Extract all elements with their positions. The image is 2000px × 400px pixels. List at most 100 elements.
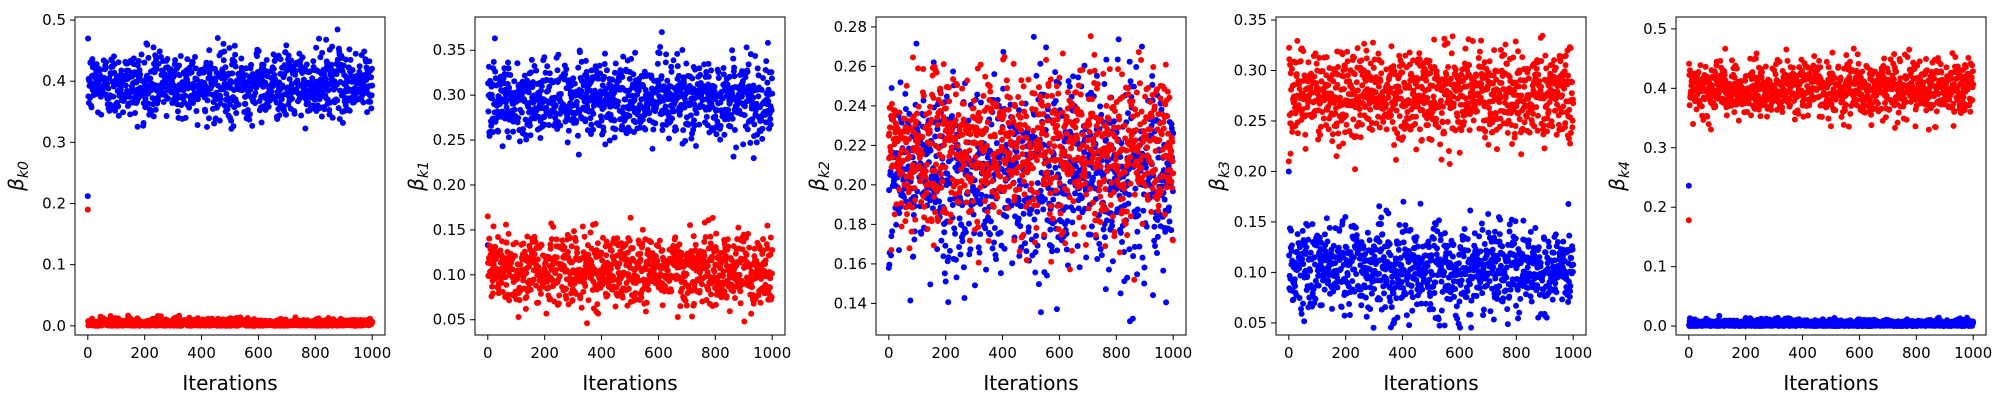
- data-point-s0: [680, 127, 687, 134]
- data-point-s0: [642, 126, 649, 133]
- data-point-s1: [655, 243, 662, 250]
- data-point-s0: [612, 60, 619, 67]
- data-point-s0: [747, 139, 754, 146]
- data-point-s1: [698, 281, 705, 288]
- data-point-s0: [730, 153, 737, 160]
- data-point-s1: [764, 222, 771, 229]
- data-point-s0: [1015, 215, 1022, 222]
- data-point-s1: [598, 249, 605, 256]
- data-point-s0: [228, 79, 235, 86]
- data-point-s0: [689, 75, 696, 82]
- data-point-s0: [1105, 266, 1112, 273]
- data-point-s1: [626, 237, 633, 244]
- data-point-s1: [588, 245, 595, 252]
- data-point-s0: [1072, 190, 1079, 197]
- data-point-s0: [586, 87, 593, 94]
- data-point-s0: [192, 53, 199, 60]
- data-point-s0: [588, 121, 595, 128]
- data-point-s0: [122, 82, 129, 89]
- data-point-s0: [910, 212, 917, 219]
- data-point-s1: [767, 275, 774, 282]
- data-point-s0: [656, 93, 663, 100]
- data-point-s1: [607, 266, 614, 273]
- data-point-s0: [628, 55, 635, 62]
- data-point-s0: [603, 67, 610, 74]
- data-point-s0: [1005, 197, 1012, 204]
- data-point-s0: [555, 51, 562, 58]
- data-point-s0: [352, 50, 359, 57]
- data-point-s1: [672, 234, 679, 241]
- data-point-s0: [153, 54, 160, 61]
- data-point-s0: [319, 49, 326, 56]
- data-point-s0: [489, 95, 496, 102]
- data-point-s0: [1037, 309, 1044, 316]
- data-point-s1: [629, 245, 636, 252]
- data-point-s0: [186, 104, 193, 111]
- data-point-s0: [232, 63, 239, 70]
- data-point-s0: [1132, 185, 1139, 192]
- data-point-s0: [749, 116, 756, 123]
- data-point-s0: [503, 97, 510, 104]
- data-point-s0: [1111, 118, 1118, 125]
- data-point-s0: [246, 111, 253, 118]
- data-point-s0: [750, 155, 757, 162]
- chart-panel-2: 0 200 400 600 800 10000.140.160.180.200.220.2…: [805, 16, 1192, 395]
- data-point-s0: [1109, 222, 1116, 229]
- data-point-s1: [704, 269, 711, 276]
- data-point-s0: [1069, 219, 1076, 226]
- data-point-s0: [323, 36, 330, 43]
- data-point-s0: [976, 249, 983, 256]
- data-point-s0: [652, 120, 659, 127]
- data-point-s0: [658, 29, 665, 36]
- data-point-s1: [767, 234, 774, 241]
- data-point-s0: [150, 113, 157, 120]
- data-point-s0: [762, 119, 769, 126]
- x-axis-label: Iterations: [582, 371, 677, 395]
- data-point-s0: [953, 274, 960, 281]
- data-point-s0: [1043, 272, 1050, 279]
- data-point-s1: [757, 299, 764, 306]
- data-point-s1: [568, 243, 575, 250]
- data-point-s1: [532, 239, 539, 246]
- data-point-s1: [515, 314, 522, 321]
- data-point-s0: [89, 56, 96, 63]
- data-point-s0: [754, 65, 761, 72]
- data-point-s1: [718, 260, 725, 267]
- data-point-s0: [673, 126, 680, 133]
- data-point-s0: [252, 89, 259, 96]
- data-point-s0: [961, 294, 968, 301]
- data-point-s0: [662, 59, 669, 66]
- data-point-s0: [888, 233, 895, 240]
- data-point-s0: [595, 75, 602, 82]
- data-point-s0: [991, 239, 998, 246]
- data-point-s0: [679, 46, 686, 53]
- data-point-s0: [1140, 207, 1147, 214]
- data-point-s0: [632, 119, 639, 126]
- data-point-s1: [720, 268, 727, 275]
- data-point-s0: [230, 123, 237, 130]
- data-point-s0: [516, 138, 523, 145]
- data-point-s0: [654, 60, 661, 67]
- data-point-s1: [490, 223, 497, 230]
- data-point-s1: [523, 270, 530, 277]
- data-point-s0: [630, 129, 637, 136]
- data-point-s0: [997, 270, 1004, 277]
- data-point-s0: [163, 112, 170, 119]
- data-point-s0: [944, 170, 951, 177]
- data-point-s1: [701, 238, 708, 245]
- data-point-s1: [748, 268, 755, 275]
- data-point-s0: [262, 79, 269, 86]
- data-point-s0: [741, 112, 748, 119]
- data-point-s0: [1094, 255, 1101, 262]
- data-point-s0: [949, 202, 956, 208]
- data-point-s0: [206, 47, 213, 54]
- data-point-s0: [907, 297, 914, 304]
- chart-panel-1: 0 200 400 600 800 10000.050.100.150.200.250.3…: [404, 16, 791, 395]
- data-point-s0: [956, 243, 963, 250]
- data-point-s0: [657, 43, 664, 50]
- data-point-s0: [155, 97, 162, 104]
- data-point-s0: [1032, 249, 1039, 256]
- data-point-s1: [587, 229, 594, 236]
- data-point-s0: [705, 60, 712, 67]
- data-point-s0: [1070, 73, 1077, 80]
